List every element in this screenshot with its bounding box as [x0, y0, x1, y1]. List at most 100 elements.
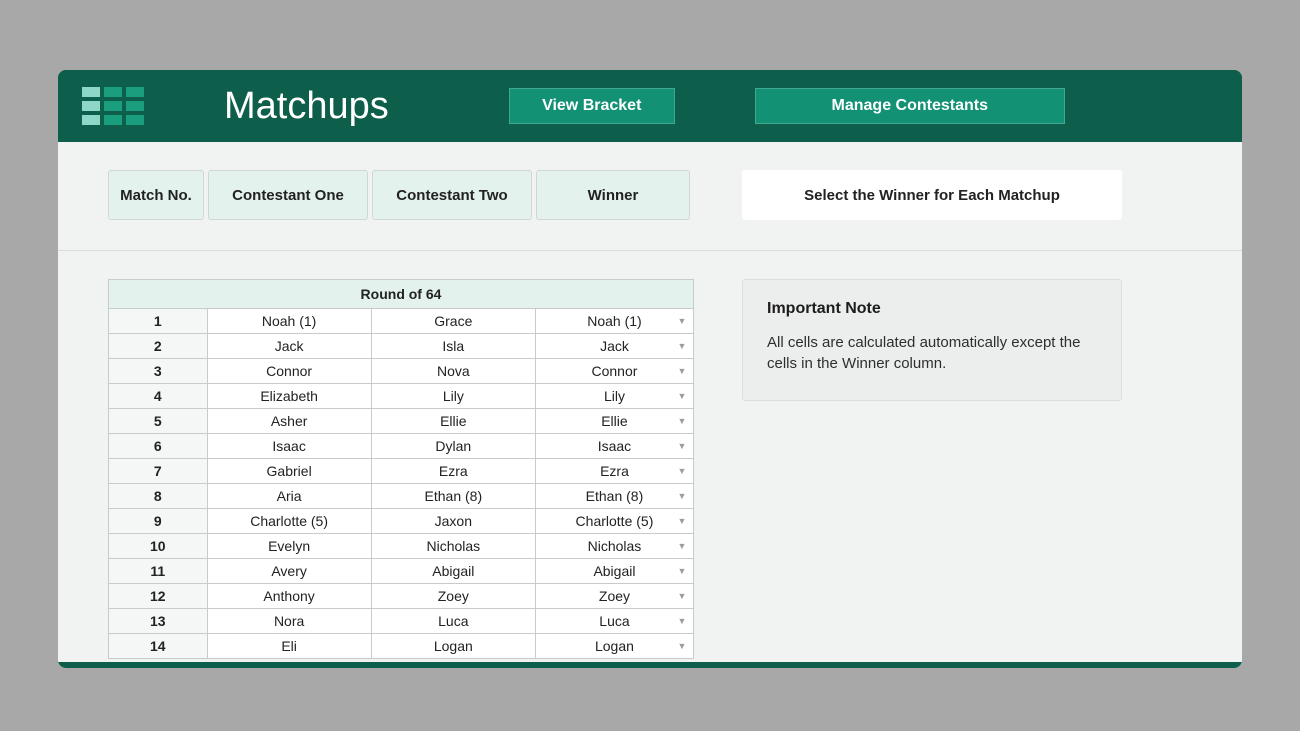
- match-no-cell: 2: [109, 334, 208, 359]
- winner-value: Ethan (8): [586, 488, 644, 504]
- col-header-winner: Winner: [536, 170, 690, 220]
- table-row: 3ConnorNovaConnor▼: [109, 359, 694, 384]
- match-no-cell: 12: [109, 584, 208, 609]
- table-row: 6IsaacDylanIsaac▼: [109, 434, 694, 459]
- winner-value: Lily: [604, 388, 625, 404]
- page-title: Matchups: [224, 85, 389, 128]
- winner-dropdown-cell[interactable]: Logan ▼: [535, 634, 693, 659]
- content-area: Match No. Contestant One Contestant Two …: [58, 142, 1242, 668]
- contestant-two-cell: Nicholas: [371, 534, 535, 559]
- table-row: 11AveryAbigailAbigail▼: [109, 559, 694, 584]
- contestant-two-cell: Ezra: [371, 459, 535, 484]
- chevron-down-icon: ▼: [677, 541, 687, 551]
- important-note-panel: Important Note All cells are calculated …: [742, 279, 1122, 401]
- match-no-cell: 10: [109, 534, 208, 559]
- chevron-down-icon: ▼: [677, 491, 687, 501]
- table-row: 5Asher EllieEllie ▼: [109, 409, 694, 434]
- contestant-two-cell: Luca: [371, 609, 535, 634]
- winner-value: Nicholas: [588, 538, 642, 554]
- contestant-two-cell: Abigail: [371, 559, 535, 584]
- match-no-cell: 9: [109, 509, 208, 534]
- table-row: 9Charlotte (5)JaxonCharlotte (5)▼: [109, 509, 694, 534]
- matchups-table: Round of 64 1Noah (1)GraceNoah (1)▼2Jack…: [108, 279, 694, 659]
- contestant-two-cell: Grace: [371, 309, 535, 334]
- contestant-two-cell: Nova: [371, 359, 535, 384]
- contestant-two-cell: Ethan (8): [371, 484, 535, 509]
- chevron-down-icon: ▼: [677, 366, 687, 376]
- winner-dropdown-cell[interactable]: Nicholas ▼: [535, 534, 693, 559]
- note-title: Important Note: [767, 300, 1097, 318]
- contestant-two-cell: Logan: [371, 634, 535, 659]
- winner-dropdown-cell[interactable]: Connor ▼: [535, 359, 693, 384]
- winner-dropdown-cell[interactable]: Ethan (8) ▼: [535, 484, 693, 509]
- winner-value: Ezra: [600, 463, 629, 479]
- chevron-down-icon: ▼: [677, 391, 687, 401]
- note-body: All cells are calculated automatically e…: [767, 332, 1097, 374]
- chevron-down-icon: ▼: [677, 641, 687, 651]
- winner-dropdown-cell[interactable]: Zoey▼: [535, 584, 693, 609]
- chevron-down-icon: ▼: [677, 566, 687, 576]
- winner-value: Abigail: [593, 563, 635, 579]
- match-no-cell: 4: [109, 384, 208, 409]
- table-row: 7GabrielEzraEzra▼: [109, 459, 694, 484]
- winner-dropdown-cell[interactable]: Jack ▼: [535, 334, 693, 359]
- contestant-one-cell: Asher: [207, 409, 371, 434]
- table-row: 4ElizabethLilyLily▼: [109, 384, 694, 409]
- contestant-one-cell: Jack: [207, 334, 371, 359]
- match-no-cell: 3: [109, 359, 208, 384]
- winner-dropdown-cell[interactable]: Ezra ▼: [535, 459, 693, 484]
- table-row: 14EliLoganLogan▼: [109, 634, 694, 659]
- manage-contestants-button[interactable]: Manage Contestants: [755, 88, 1065, 124]
- match-no-cell: 1: [109, 309, 208, 334]
- match-no-cell: 7: [109, 459, 208, 484]
- match-no-cell: 13: [109, 609, 208, 634]
- winner-value: Isaac: [598, 438, 631, 454]
- contestant-one-cell: Isaac: [207, 434, 371, 459]
- chevron-down-icon: ▼: [677, 416, 687, 426]
- contestant-one-cell: Anthony: [207, 584, 371, 609]
- contestant-one-cell: Connor: [207, 359, 371, 384]
- contestant-two-cell: Isla: [371, 334, 535, 359]
- winner-dropdown-cell[interactable]: Luca ▼: [535, 609, 693, 634]
- col-header-contestant-one: Contestant One: [208, 170, 368, 220]
- contestant-one-cell: Nora: [207, 609, 371, 634]
- winner-value: Ellie: [601, 413, 627, 429]
- contestant-one-cell: Aria: [207, 484, 371, 509]
- contestant-one-cell: Charlotte (5): [207, 509, 371, 534]
- winner-value: Noah (1): [587, 313, 641, 329]
- chevron-down-icon: ▼: [677, 441, 687, 451]
- contestant-one-cell: Avery: [207, 559, 371, 584]
- winner-dropdown-cell[interactable]: Lily ▼: [535, 384, 693, 409]
- winner-dropdown-cell[interactable]: Charlotte (5)▼: [535, 509, 693, 534]
- table-row: 8AriaEthan (8)Ethan (8)▼: [109, 484, 694, 509]
- chevron-down-icon: ▼: [677, 591, 687, 601]
- app-frame: Matchups View Bracket Manage Contestants…: [58, 70, 1242, 668]
- chevron-down-icon: ▼: [677, 341, 687, 351]
- contestant-one-cell: Eli: [207, 634, 371, 659]
- table-row: 2JackIslaJack▼: [109, 334, 694, 359]
- contestant-one-cell: Gabriel: [207, 459, 371, 484]
- match-no-cell: 5: [109, 409, 208, 434]
- winner-value: Jack: [600, 338, 629, 354]
- chevron-down-icon: ▼: [677, 616, 687, 626]
- contestant-two-cell: Jaxon: [371, 509, 535, 534]
- view-bracket-button[interactable]: View Bracket: [509, 88, 675, 124]
- col-header-contestant-two: Contestant Two: [372, 170, 532, 220]
- winner-dropdown-cell[interactable]: Noah (1) ▼: [535, 309, 693, 334]
- table-row: 13NoraLucaLuca▼: [109, 609, 694, 634]
- chevron-down-icon: ▼: [677, 466, 687, 476]
- chevron-down-icon: ▼: [677, 316, 687, 326]
- winner-value: Logan: [595, 638, 634, 654]
- winner-dropdown-cell[interactable]: Isaac ▼: [535, 434, 693, 459]
- match-no-cell: 11: [109, 559, 208, 584]
- table-row: 1 Noah (1) GraceNoah (1) ▼: [109, 309, 694, 334]
- winner-dropdown-cell[interactable]: Ellie ▼: [535, 409, 693, 434]
- match-no-cell: 14: [109, 634, 208, 659]
- winner-dropdown-cell[interactable]: Abigail ▼: [535, 559, 693, 584]
- contestant-two-cell: Lily: [371, 384, 535, 409]
- winner-value: Connor: [592, 363, 638, 379]
- match-no-cell: 6: [109, 434, 208, 459]
- winner-value: Luca: [599, 613, 629, 629]
- table-row: 12AnthonyZoeyZoey▼: [109, 584, 694, 609]
- col-header-match-no: Match No.: [108, 170, 204, 220]
